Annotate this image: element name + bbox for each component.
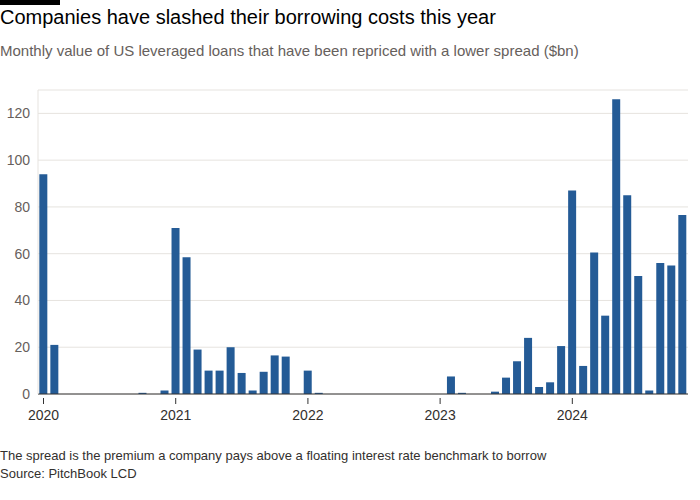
svg-text:40: 40 <box>14 292 30 308</box>
svg-text:2023: 2023 <box>425 407 456 423</box>
html-text:Source: PitchBook LCD: Source: PitchBook LCD <box>0 466 137 481</box>
svg-text:60: 60 <box>14 246 30 262</box>
svg-text:120: 120 <box>8 105 30 121</box>
svg-text:2022: 2022 <box>292 407 323 423</box>
svg-text:2020: 2020 <box>28 407 59 423</box>
html-text:Monthly value of US leveraged: Monthly value of US leveraged loans that… <box>0 42 579 59</box>
svg-text:0: 0 <box>22 386 30 402</box>
svg-text:2021: 2021 <box>160 407 191 423</box>
svg-text:2024: 2024 <box>557 407 588 423</box>
svg-text:20: 20 <box>14 339 30 355</box>
svg-text:80: 80 <box>14 199 30 215</box>
svg-text:100: 100 <box>8 152 30 168</box>
html-text:The spread is the premium a co: The spread is the premium a company pays… <box>0 448 547 463</box>
html-text:Companies have slashed their b: Companies have slashed their borrowing c… <box>0 6 496 28</box>
